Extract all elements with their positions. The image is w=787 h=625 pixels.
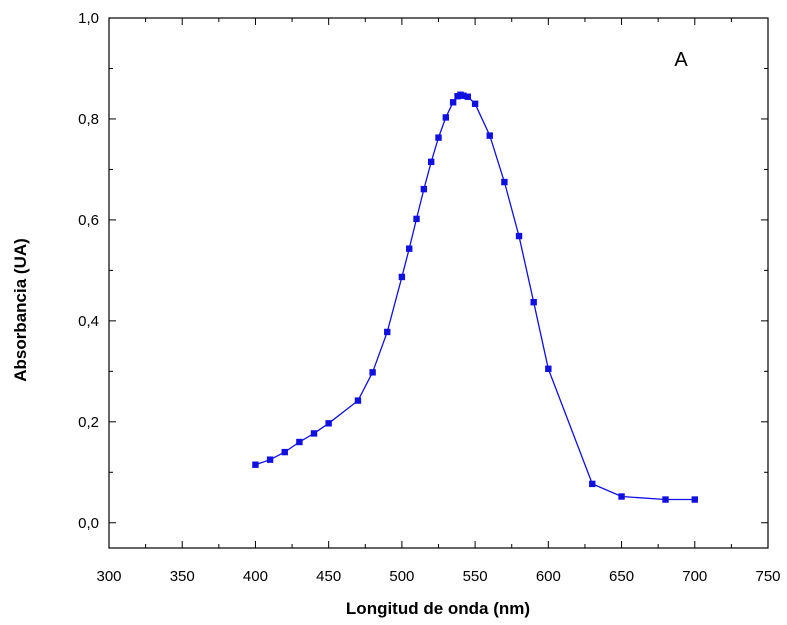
data-point bbox=[369, 369, 376, 376]
data-point bbox=[460, 92, 467, 99]
y-tick-label: 0,0 bbox=[78, 515, 99, 532]
y-tick-label: 0,2 bbox=[78, 414, 99, 431]
data-point bbox=[442, 114, 450, 121]
x-axis-title: Longitud de onda (nm) bbox=[346, 599, 530, 618]
data-point bbox=[435, 134, 442, 141]
y-axis-title: Absorbancia (UA) bbox=[11, 238, 30, 382]
data-point bbox=[384, 328, 391, 336]
data-point bbox=[252, 461, 259, 468]
data-point bbox=[486, 132, 493, 139]
data-point bbox=[354, 397, 362, 404]
data-point bbox=[515, 232, 523, 240]
data-point bbox=[618, 493, 625, 500]
x-tick-label: 350 bbox=[170, 568, 195, 585]
x-tick-label: 750 bbox=[755, 568, 780, 585]
data-point bbox=[530, 298, 537, 306]
x-tick-label: 450 bbox=[316, 568, 341, 585]
y-tick-label: 0,4 bbox=[78, 313, 99, 330]
data-point bbox=[471, 100, 479, 108]
y-tick-label: 0,8 bbox=[78, 111, 99, 128]
x-tick-label: 650 bbox=[609, 568, 634, 585]
x-tick-label: 500 bbox=[389, 568, 414, 585]
data-point bbox=[691, 496, 698, 503]
data-point bbox=[662, 496, 669, 503]
data-point bbox=[501, 178, 508, 186]
data-point bbox=[449, 99, 457, 106]
data-point bbox=[296, 438, 303, 446]
y-tick-label: 0,6 bbox=[78, 212, 99, 229]
data-point bbox=[281, 448, 288, 456]
data-point bbox=[413, 215, 420, 223]
data-point bbox=[325, 420, 332, 427]
x-tick-label: 600 bbox=[536, 568, 561, 585]
data-point bbox=[427, 158, 435, 166]
data-point bbox=[398, 273, 406, 281]
plot-frame bbox=[108, 17, 769, 549]
data-point bbox=[420, 185, 428, 193]
data-point bbox=[266, 456, 274, 463]
data-point bbox=[406, 245, 413, 252]
data-point bbox=[589, 480, 596, 488]
data-point bbox=[310, 430, 318, 437]
x-tick-label: 300 bbox=[96, 568, 121, 585]
x-tick-label: 550 bbox=[463, 568, 488, 585]
series-line bbox=[255, 93, 695, 501]
data-point bbox=[545, 365, 552, 373]
panel-label: A bbox=[674, 49, 688, 71]
data-point bbox=[464, 93, 471, 100]
x-tick-label: 700 bbox=[682, 568, 707, 585]
x-tick-label: 400 bbox=[243, 568, 268, 585]
y-tick-label: 1,0 bbox=[78, 10, 99, 27]
